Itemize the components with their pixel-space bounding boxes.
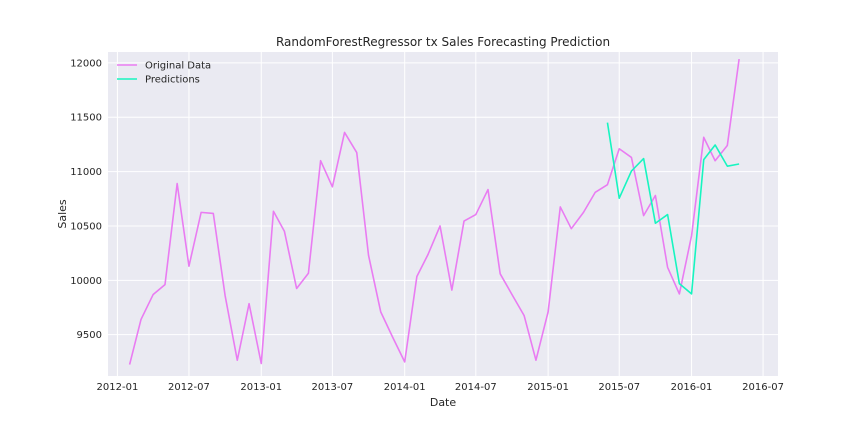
series-line <box>606 122 740 295</box>
series-line <box>128 58 740 365</box>
x-tick-label: 2012-07 <box>168 382 210 393</box>
legend-item: Original Data <box>117 61 211 72</box>
series-layer <box>128 58 740 365</box>
x-tick-label: 2012-01 <box>97 382 139 393</box>
x-tick-label: 2014-07 <box>455 382 497 393</box>
y-tick-label: 10000 <box>70 276 102 287</box>
plot-background <box>108 52 778 376</box>
x-tick-label: 2016-01 <box>671 382 713 393</box>
x-axis-ticks: 2012-01 2012-07 2013-01 2013-07 2014-01 2014-… <box>97 382 784 393</box>
x-tick-label: 2016-07 <box>742 382 784 393</box>
x-tick-label: 2015-07 <box>598 382 640 393</box>
legend: Original Data Predictions <box>117 61 211 86</box>
y-tick-label: 11500 <box>70 113 102 124</box>
x-tick-label: 2013-07 <box>311 382 353 393</box>
y-tick-label: 9500 <box>77 330 102 341</box>
chart-title: RandomForestRegressor tx Sales Forecasti… <box>276 35 610 49</box>
x-tick-label: 2014-01 <box>384 382 426 393</box>
y-axis-label: Sales <box>56 199 69 229</box>
x-tick-label: 2013-01 <box>240 382 282 393</box>
y-tick-label: 10500 <box>70 221 102 232</box>
x-tick-label: 2015-01 <box>527 382 569 393</box>
y-tick-label: 12000 <box>70 58 102 69</box>
y-axis-ticks: 9500 10000 10500 11000 11500 12000 <box>70 58 102 341</box>
y-tick-label: 11000 <box>70 167 102 178</box>
legend-label: Predictions <box>145 75 200 86</box>
legend-item: Predictions <box>117 75 200 86</box>
x-axis-label: Date <box>430 396 457 409</box>
series-predictions <box>606 122 740 295</box>
series-original-data <box>128 58 740 365</box>
legend-label: Original Data <box>145 61 211 72</box>
